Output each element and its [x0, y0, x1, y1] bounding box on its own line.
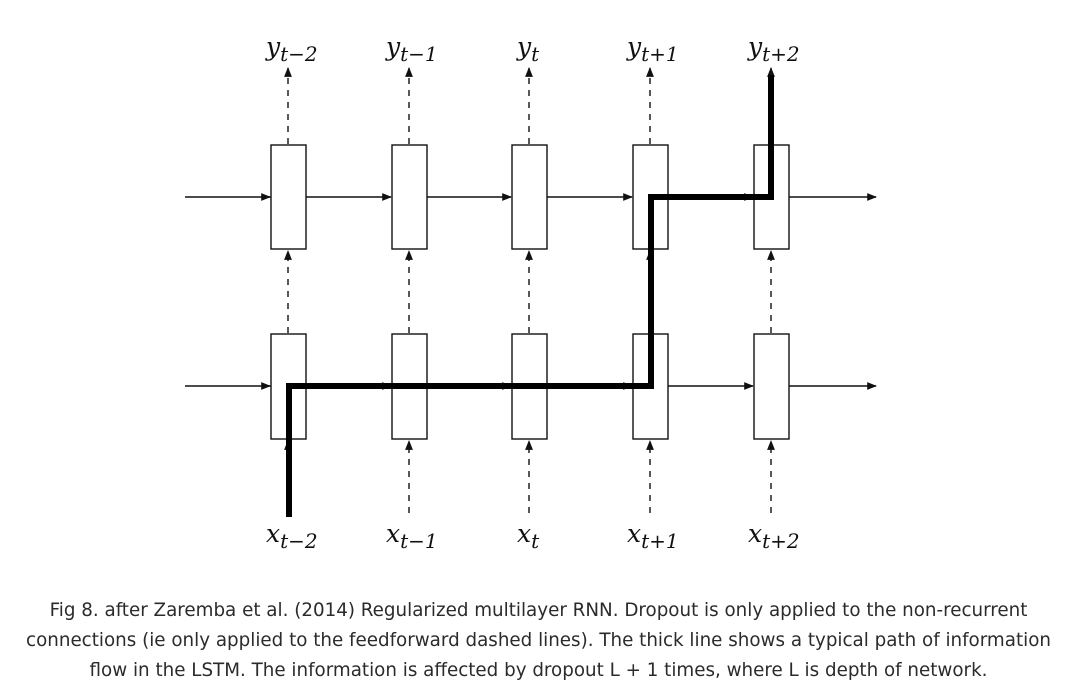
- output-label: yt−1: [385, 32, 438, 66]
- recurrent-arrowhead-inside: [262, 196, 271, 387]
- information-flow-path: [286, 75, 774, 517]
- dropout-connections: [284, 67, 775, 513]
- input-label: xt−2: [266, 519, 318, 553]
- input-labels: xt−2 xt−1 xt xt+1 xt+2: [266, 519, 800, 553]
- input-label: xt: [517, 519, 540, 553]
- input-label: xt+2: [748, 519, 800, 553]
- lstm-cell: [270, 144, 307, 250]
- output-label: yt−2: [265, 32, 318, 66]
- input-label: xt−1: [386, 519, 438, 553]
- lstm-cell: [753, 333, 790, 440]
- lstm-cell: [391, 144, 428, 250]
- input-label: xt+1: [627, 519, 679, 553]
- figure-caption: Fig 8. after Zaremba et al. (2014) Regul…: [20, 596, 1057, 686]
- output-label: yt+1: [626, 32, 679, 66]
- rnn-dropout-diagram: yt−2 yt−1 yt yt+1 yt+2 xt−2 xt−1 xt xt+1…: [185, 32, 877, 553]
- caption-line: flow in the LSTM. The information is aff…: [89, 660, 988, 681]
- caption-line: connections (ie only applied to the feed…: [26, 630, 1051, 651]
- caption-line: Fig 8. after Zaremba et al. (2014) Regul…: [49, 600, 1028, 621]
- output-labels: yt−2 yt−1 yt yt+1 yt+2: [265, 32, 800, 66]
- output-label: yt: [516, 32, 540, 66]
- output-label: yt+2: [747, 32, 800, 66]
- lstm-cell: [511, 144, 548, 250]
